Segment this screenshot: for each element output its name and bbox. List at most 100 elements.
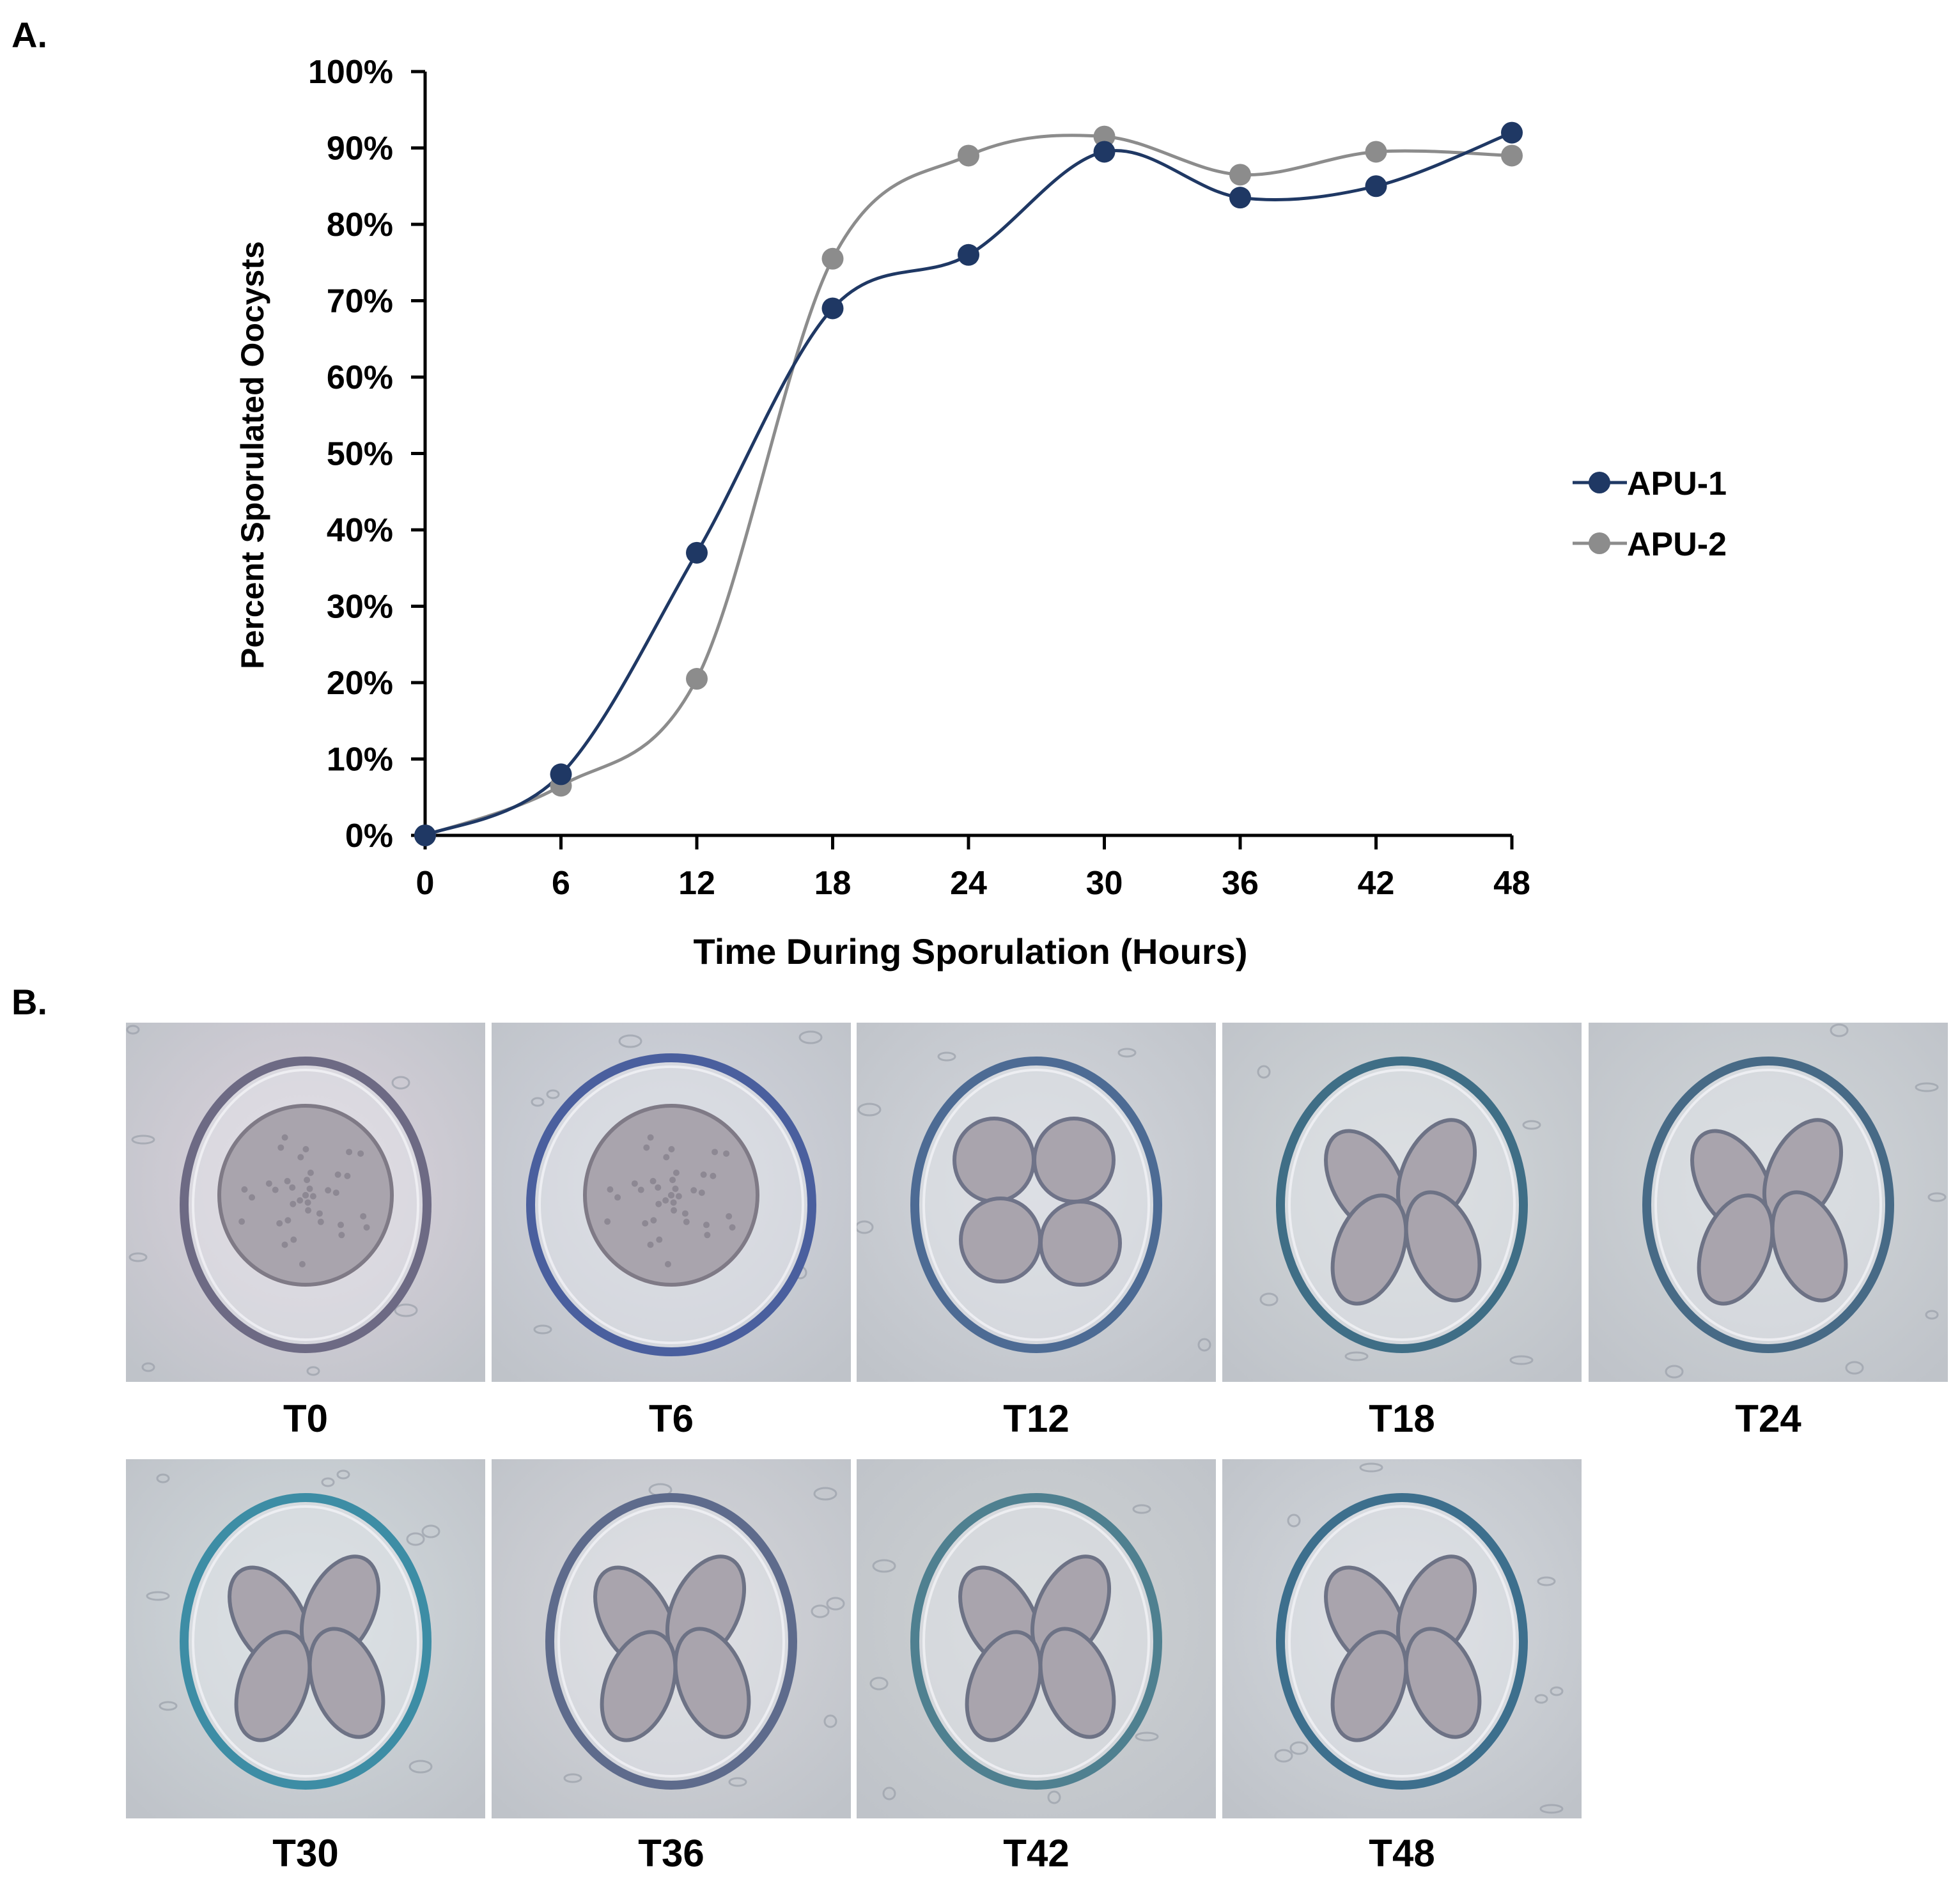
cytoplasm-granule: [690, 1187, 697, 1194]
cytoplasm-granule: [277, 1144, 284, 1151]
debris-particle: [798, 1030, 823, 1044]
sporocyst: [600, 1630, 678, 1742]
cytoplasm-granule: [642, 1220, 649, 1227]
micrograph-t0: [126, 1023, 485, 1382]
cytoplasm-granule: [302, 1146, 309, 1153]
micrograph-t18: [1222, 1023, 1582, 1382]
y-tick-label: 60%: [327, 359, 393, 396]
data-point-apu-1: [686, 541, 708, 564]
oocyst-inner-wall: [557, 1505, 785, 1778]
debris-particle: [421, 1524, 440, 1538]
sporocyst: [307, 1627, 385, 1739]
legend-marker: [1589, 532, 1610, 554]
debris-particle: [826, 1597, 845, 1611]
debris-particle: [408, 1760, 433, 1774]
y-tick-label: 0%: [345, 817, 393, 855]
cytoplasm-granule: [334, 1171, 341, 1178]
cytoplasm-granule: [607, 1186, 614, 1193]
y-tick-label: 40%: [327, 512, 393, 549]
data-point-apu-1: [821, 297, 844, 320]
cytoplasm-granule: [700, 1171, 707, 1178]
cytoplasm-granule: [673, 1169, 680, 1176]
cytoplasm-granule: [643, 1144, 650, 1151]
debris-particle: [533, 1324, 552, 1335]
cytoplasm-granule: [710, 1172, 717, 1179]
sporocyst: [1038, 1627, 1116, 1739]
data-point-apu-1: [1501, 121, 1523, 144]
cytoplasm-granule: [299, 1260, 306, 1267]
cytoplasm-granule: [655, 1200, 662, 1207]
debris-particle: [1927, 1192, 1947, 1202]
cytoplasm-granule: [604, 1218, 611, 1225]
oocyst-image: [126, 1459, 485, 1818]
debris-particle: [1257, 1065, 1271, 1079]
oocyst-inner-wall: [192, 1069, 419, 1341]
y-tick-label: 30%: [327, 589, 393, 626]
cytoplasm-granule: [360, 1212, 367, 1220]
micrograph-t24: [1589, 1023, 1948, 1382]
oocyst-inner-wall: [1654, 1069, 1882, 1341]
sporulation-line-chart: 0% 10% 20% 30% 40% 50% 60% 70% 80% 90% 100% 0 6 12 18 2…: [235, 54, 1727, 972]
cytoplasm-granule: [317, 1218, 324, 1225]
debris-particle: [128, 1252, 148, 1262]
cytoplasm-granule: [649, 1177, 657, 1184]
data-point-apu-2: [821, 247, 844, 270]
sporoblast: [953, 1117, 1036, 1204]
debris-particle: [1259, 1292, 1279, 1306]
cytoplasm-granule: [683, 1218, 690, 1225]
debris-particle: [141, 1362, 155, 1372]
cytoplasm-granule: [662, 1197, 669, 1204]
debris-particle: [1509, 1355, 1534, 1365]
micrograph-t6: [492, 1023, 851, 1382]
x-tick-label: 42: [1358, 865, 1395, 902]
debris-particle: [336, 1469, 350, 1480]
x-tick-label: 30: [1086, 865, 1123, 902]
debris-particle: [159, 1701, 178, 1711]
cytoplasm-granule: [637, 1186, 644, 1193]
cytoplasm-granule: [309, 1193, 316, 1200]
panel-a-label: A.: [12, 15, 47, 55]
cytoplasm-granule: [647, 1134, 654, 1141]
micrograph-label: T48: [1369, 1832, 1435, 1875]
debris-particle: [1925, 1310, 1939, 1320]
cytoplasm-granule: [281, 1241, 288, 1248]
cytoplasm-granule: [647, 1241, 654, 1248]
cytoplasm-granule: [671, 1207, 678, 1214]
cytoplasm-granule: [698, 1189, 705, 1197]
cytoplasm-granule: [307, 1169, 314, 1176]
data-point-apu-1: [1093, 141, 1116, 163]
sporocyst: [1330, 1630, 1408, 1742]
cytoplasm-granule: [656, 1236, 663, 1243]
sporoblast: [1039, 1200, 1122, 1287]
debris-particle: [1047, 1790, 1061, 1804]
cytoplasm-granule: [668, 1146, 675, 1153]
cytoplasm-granule: [703, 1221, 710, 1228]
sporoblast: [1032, 1117, 1116, 1204]
cytoplasm-granule: [305, 1207, 312, 1214]
sporoblast: [959, 1197, 1042, 1283]
cytoplasm-granule: [306, 1185, 313, 1192]
debris-particle: [872, 1559, 896, 1573]
oocyst-inner-wall: [922, 1069, 1150, 1341]
cytoplasm-granule: [297, 1197, 304, 1204]
debris-particle: [546, 1089, 560, 1099]
series-line-apu-1: [424, 131, 1513, 837]
debris-particle: [1287, 1514, 1301, 1528]
sporocyst: [1697, 1193, 1775, 1306]
debris-particle: [306, 1366, 320, 1376]
y-tick-label: 80%: [327, 206, 393, 244]
oocyst-image: [857, 1459, 1216, 1818]
oocyst-image: [1222, 1023, 1582, 1382]
x-tick-label: 0: [416, 865, 435, 902]
micrograph-label: T12: [1003, 1397, 1069, 1440]
debris-particle: [1197, 1338, 1211, 1352]
micrograph-t12: [857, 1023, 1216, 1382]
debris-particle: [1915, 1082, 1939, 1092]
cytoplasm-granule: [668, 1192, 674, 1198]
sporocyst: [673, 1627, 751, 1739]
data-point-apu-1: [1365, 175, 1387, 198]
cytoplasm-granule: [670, 1199, 677, 1206]
debris-particle: [1665, 1365, 1684, 1379]
x-tick-label: 24: [950, 865, 987, 902]
cytoplasm-granule: [276, 1220, 283, 1227]
